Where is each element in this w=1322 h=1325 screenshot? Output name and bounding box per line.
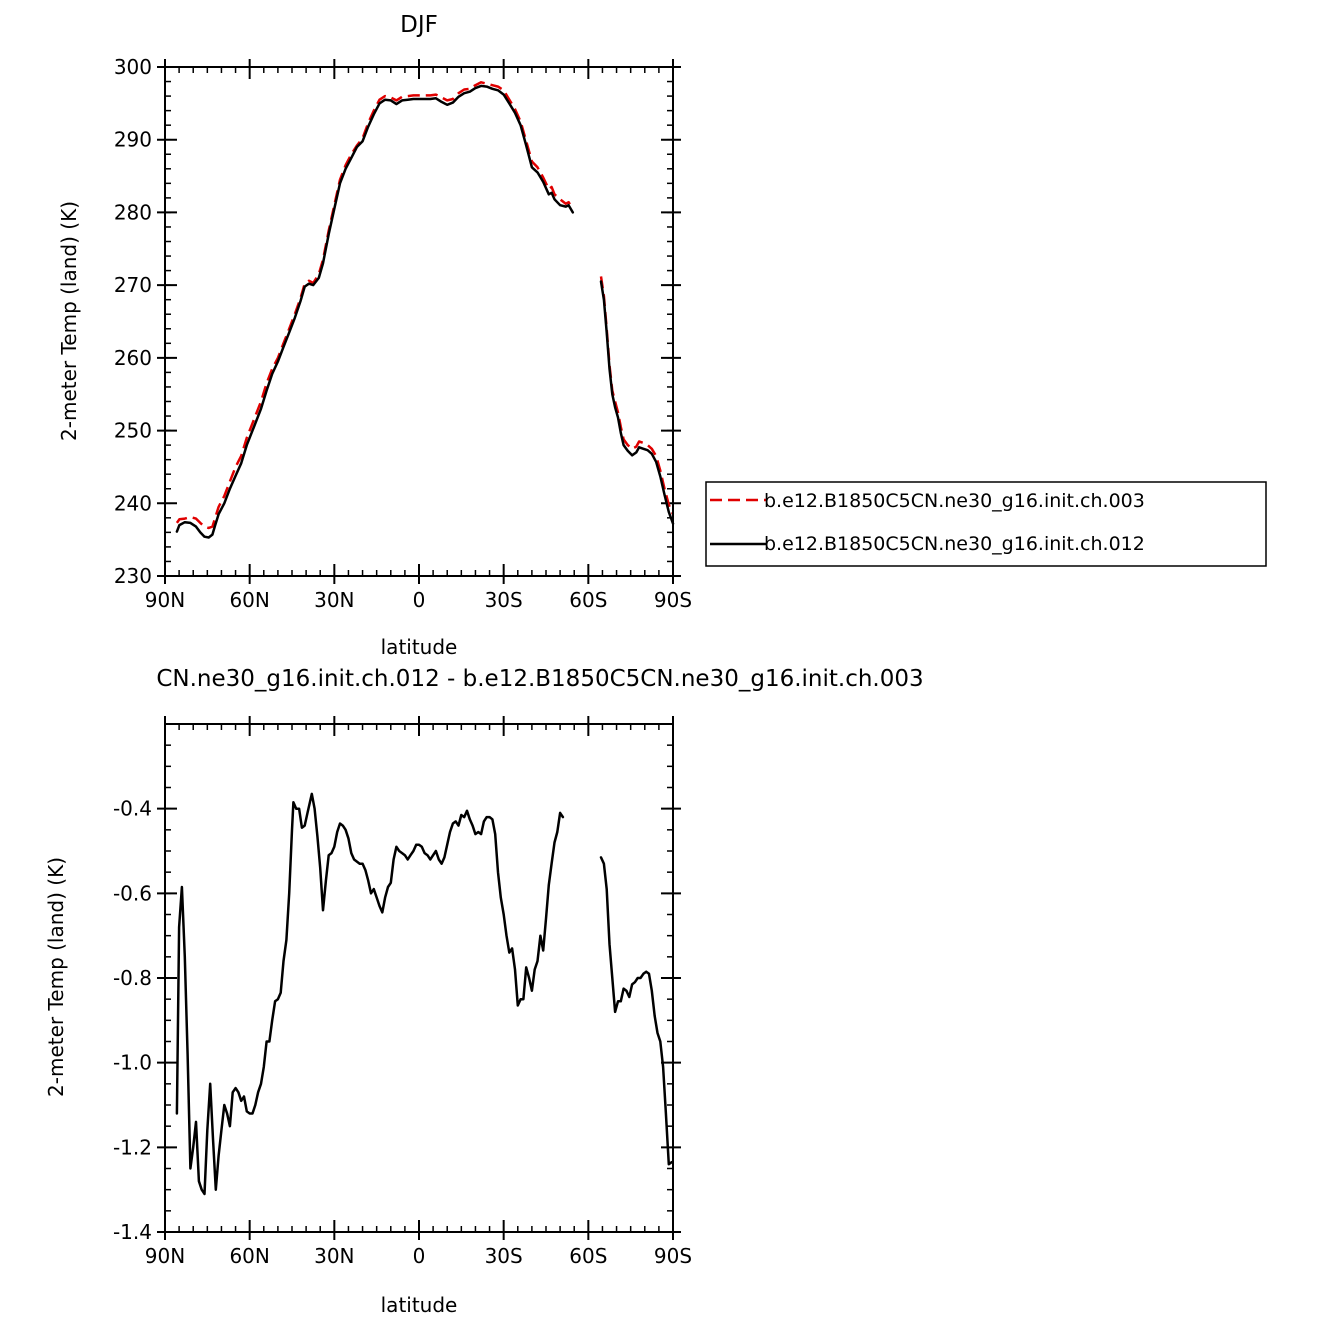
y-tick-label: 260 (114, 346, 152, 370)
y-tick-label: -1.2 (113, 1135, 152, 1159)
chart1-ticks (157, 59, 681, 584)
x-tick-label: 60S (569, 588, 607, 612)
x-tick-label: 60S (569, 1244, 607, 1268)
legend-label-003: b.e12.B1850C5CN.ne30_g16.init.ch.003 (764, 490, 1145, 512)
y-tick-label: 270 (114, 273, 152, 297)
x-tick-label: 30S (485, 588, 523, 612)
chart2-plot-frame (164, 723, 674, 1233)
chart2-title: CN.ne30_g16.init.ch.012 - b.e12.B1850C5C… (156, 666, 923, 692)
chart1-legend: b.e12.B1850C5CN.ne30_g16.init.ch.003 b.e… (705, 481, 1267, 567)
y-tick-label: -1.0 (113, 1051, 152, 1075)
y-tick-label: 280 (114, 200, 152, 224)
x-tick-label: 0 (413, 588, 426, 612)
series-1-line-segment-1 (175, 81, 574, 530)
x-tick-label: 0 (413, 1244, 426, 1268)
x-tick-label: 30S (485, 1244, 523, 1268)
series-1-line-segment-2 (599, 856, 673, 1166)
y-tick-label: -0.8 (113, 966, 152, 990)
chart1-plot-frame (164, 66, 674, 577)
legend-label-012: b.e12.B1850C5CN.ne30_g16.init.ch.012 (764, 533, 1145, 555)
x-tick-label: 60N (229, 1244, 269, 1268)
x-tick-label: 90S (654, 588, 692, 612)
x-tick-label: 60N (229, 588, 269, 612)
y-tick-label: 300 (114, 55, 152, 79)
chart1-title: DJF (400, 12, 438, 38)
y-tick-label: 230 (114, 564, 152, 588)
legend-box (705, 481, 1267, 567)
x-tick-label: 30N (314, 588, 354, 612)
chart1-y-axis-label: 2-meter Temp (land) (K) (57, 201, 81, 441)
x-tick-label: 30N (314, 1244, 354, 1268)
chart2-y-tick-labels: -1.4 -1.2 -1.0 -0.8 -0.6 -0.4 (113, 797, 152, 1244)
chart1-x-tick-labels: 90N 60N 30N 0 30S 60S 90S (145, 588, 692, 612)
chart1-series (175, 81, 675, 539)
chart2-x-tick-labels: 90N 60N 30N 0 30S 60S 90S (145, 1244, 692, 1268)
chart-temperature-difference: CN.ne30_g16.init.ch.012 - b.e12.B1850C5C… (44, 666, 924, 1317)
y-tick-label: 240 (114, 491, 152, 515)
y-tick-label: -1.4 (113, 1220, 152, 1244)
chart-djf-temperature: DJF 90N 60N 30N 0 30S 60S 90S 2302402502602702… (57, 12, 1267, 659)
y-tick-label: 250 (114, 419, 152, 443)
y-tick-label: -0.4 (113, 797, 152, 821)
y-tick-label: 290 (114, 128, 152, 152)
chart2-series (175, 792, 673, 1196)
chart2-ticks (157, 716, 681, 1240)
y-tick-label: -0.6 (113, 881, 152, 905)
chart2-x-axis-label: latitude (381, 1293, 458, 1317)
chart1-x-axis-label: latitude (381, 635, 458, 659)
series-2-line-segment-1 (175, 84, 575, 539)
x-tick-label: 90S (654, 1244, 692, 1268)
chart2-y-axis-label: 2-meter Temp (land) (K) (44, 857, 68, 1097)
x-tick-label: 90N (145, 588, 185, 612)
x-tick-label: 90N (145, 1244, 185, 1268)
series-2-line-segment-2 (599, 280, 675, 525)
series-1-line-segment-1 (175, 792, 565, 1196)
chart1-y-tick-labels: 230 240 250 260 270 280 290 300 (114, 55, 152, 588)
